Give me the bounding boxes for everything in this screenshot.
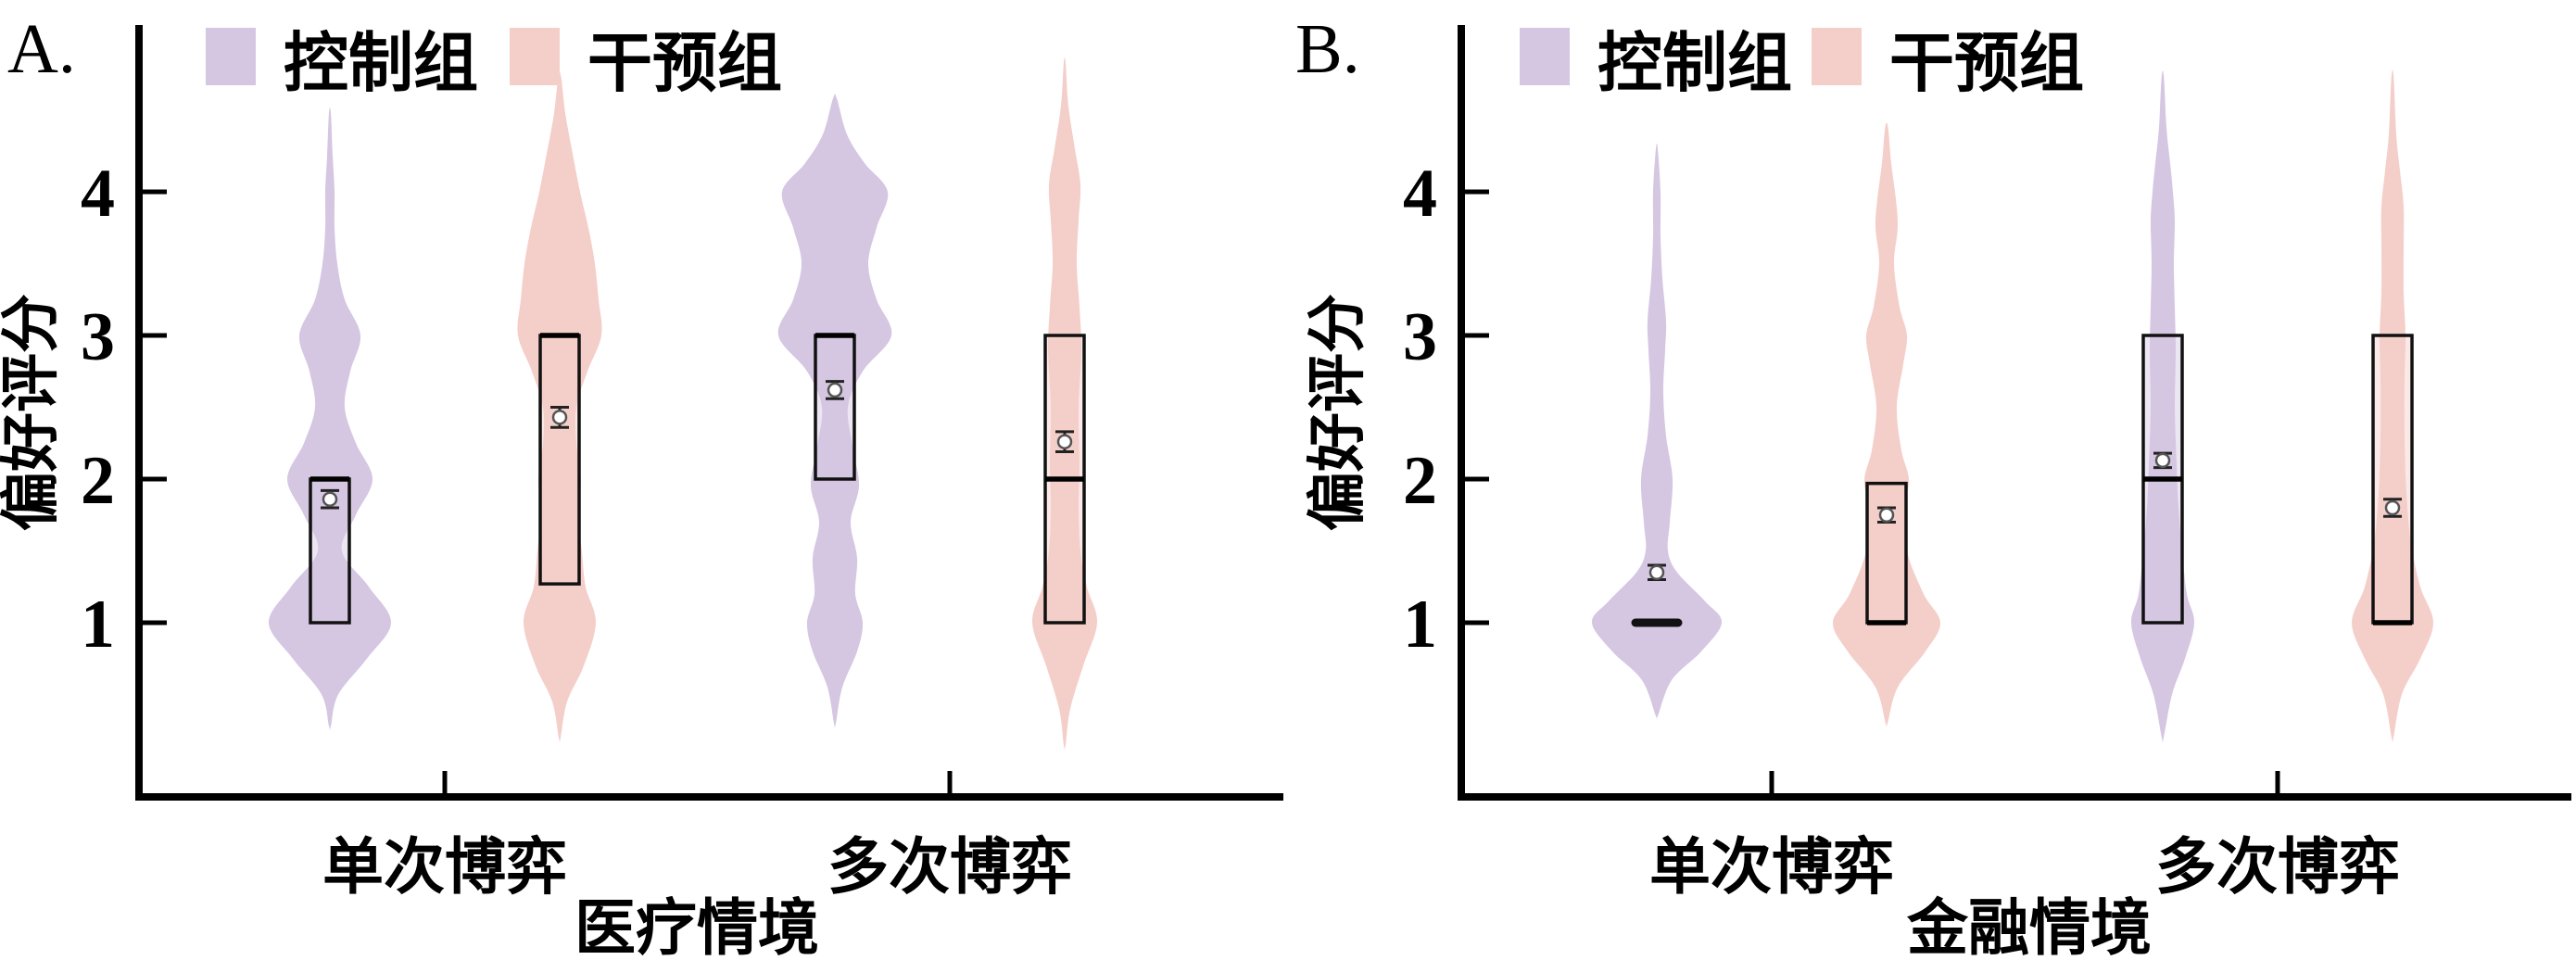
box — [538, 334, 581, 586]
violin-b1-control — [1591, 143, 1723, 721]
panel-label: A. — [7, 10, 76, 88]
violin-body — [1591, 143, 1723, 721]
mean-dot — [827, 382, 843, 398]
x-axis-title: 医疗情境 — [575, 895, 819, 960]
legend-swatch-intervention — [510, 28, 560, 85]
violin-b2-intervention — [2352, 69, 2433, 743]
y-tick-label: 4 — [1403, 156, 1437, 232]
violin-a2-control — [777, 94, 892, 728]
violin-a1-intervention — [517, 72, 602, 742]
y-tick-label: 1 — [81, 587, 115, 663]
mean-dot — [322, 491, 338, 507]
legend-swatch-control — [206, 28, 256, 85]
mean-dot — [1648, 564, 1665, 580]
legend-label-intervention: 干预组 — [587, 28, 782, 100]
x-tick-label: 单次博弈 — [1649, 834, 1894, 902]
y-tick-label: 3 — [1403, 299, 1437, 375]
y-tick-label: 2 — [1403, 443, 1437, 519]
y-tick-label: 4 — [81, 156, 115, 232]
legend-label-control: 控制组 — [284, 28, 478, 100]
violin-b1-intervention — [1832, 122, 1941, 728]
violin-body — [1031, 57, 1098, 750]
y-axis-title: 偏好评分 — [1305, 294, 1370, 531]
y-tick-label: 1 — [1403, 587, 1437, 663]
box — [1865, 481, 1908, 625]
mean-dot — [2154, 452, 2171, 469]
legend-label-control: 控制组 — [1597, 28, 1792, 100]
violin-a1-control — [268, 107, 392, 730]
box — [2371, 334, 2414, 625]
x-tick-label: 多次博弈 — [827, 834, 1072, 902]
mean-dot — [551, 410, 568, 425]
violin-body — [777, 94, 892, 728]
x-tick-label: 单次博弈 — [322, 834, 567, 902]
y-tick-label: 3 — [81, 299, 115, 375]
violin-body — [2130, 70, 2195, 743]
mean-dot — [1056, 434, 1073, 449]
legend-swatch-intervention — [1812, 28, 1862, 85]
violin-a2-intervention — [1031, 57, 1098, 750]
x-axis-title: 金融情境 — [1906, 895, 2152, 960]
y-axis-title: 偏好评分 — [0, 294, 64, 531]
y-tick-label: 2 — [81, 443, 115, 519]
violin-body — [268, 107, 392, 730]
violin-b2-control — [2130, 70, 2195, 743]
panel-label: B. — [1295, 10, 1360, 88]
legend-label-intervention: 干预组 — [1889, 28, 2084, 100]
mean-dot — [2384, 499, 2401, 516]
box — [814, 334, 856, 481]
mean-dot — [1878, 507, 1895, 523]
x-tick-label: 多次博弈 — [2155, 834, 2400, 902]
violin-body — [1832, 122, 1941, 728]
legend-swatch-control — [1520, 28, 1570, 85]
